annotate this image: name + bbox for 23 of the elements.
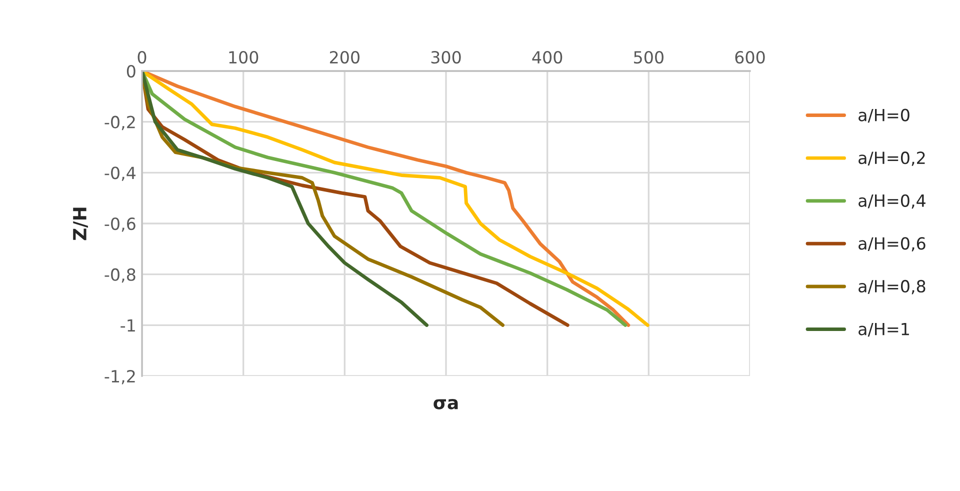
x-tick-label: 400 (532, 50, 562, 64)
line-series (142, 71, 428, 327)
y-tick-label: 0 (126, 64, 136, 78)
y-tick-label: -1 (120, 319, 135, 332)
legend-label: a/H=1 (858, 322, 909, 337)
legend-label: a/H=0,4 (858, 194, 926, 209)
y-axis-title: Z/H (73, 208, 88, 240)
y-tick-label: -0,2 (104, 116, 135, 130)
legend-label: a/H=0,8 (858, 280, 926, 294)
x-tick-label: 300 (431, 50, 461, 64)
x-tick-label: 200 (330, 50, 360, 64)
y-tick-label: -1,2 (104, 370, 135, 384)
x-tick-label: 100 (229, 50, 258, 64)
y-tick-label: -0,6 (104, 217, 136, 232)
y-tick-label: -0,4 (104, 166, 136, 181)
x-tick-label: 500 (634, 50, 664, 64)
legend-label: a/H=0,2 (858, 152, 925, 166)
legend-label: a/H=0,6 (858, 237, 926, 252)
x-axis-title: σa (434, 399, 458, 410)
y-tick-label: -0,8 (104, 268, 136, 283)
x-tick-label: 600 (735, 50, 765, 64)
x-tick-label: 0 (138, 50, 146, 64)
legend-label: a/H=0 (858, 108, 910, 123)
